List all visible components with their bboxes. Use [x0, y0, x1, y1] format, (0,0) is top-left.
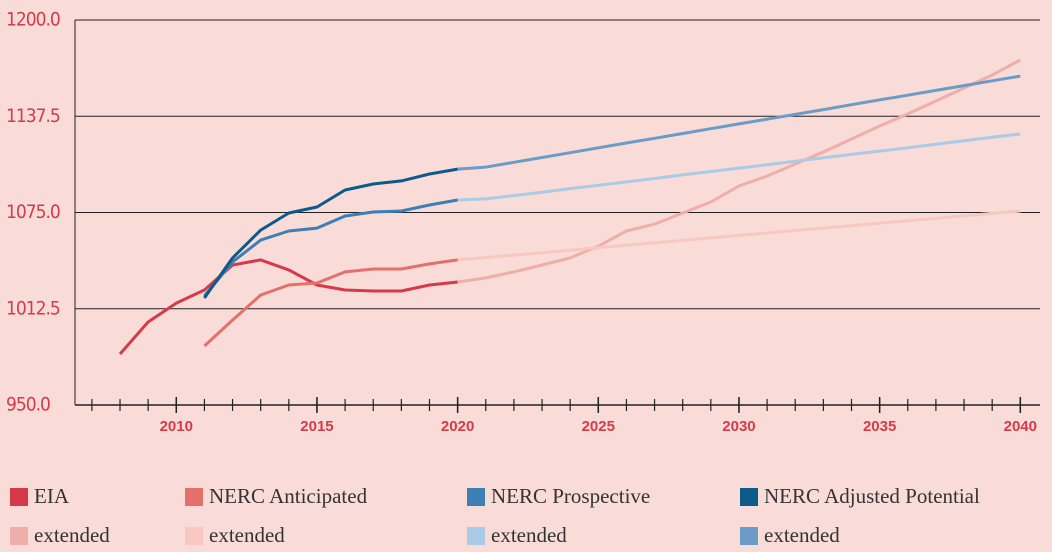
x-tick-label: 2010 [160, 418, 193, 435]
legend-label: NERC Prospective [491, 484, 650, 508]
series-line [457, 58, 1022, 284]
legend-label: extended [491, 523, 567, 547]
y-tick-label: 1075.0 [6, 201, 60, 223]
series-line [457, 209, 1021, 262]
series-line [457, 132, 1021, 202]
x-tick-label: 2035 [863, 418, 896, 435]
series-line [203, 167, 458, 299]
legend-swatch [740, 488, 758, 506]
y-tick-label: 1137.5 [6, 105, 60, 127]
legend-label: NERC Adjusted Potential [764, 484, 980, 508]
y-tick-label: 950.0 [6, 394, 50, 416]
series-line [203, 258, 458, 348]
legend-swatch [185, 488, 203, 506]
series-line [118, 258, 458, 355]
legend-swatch [467, 488, 485, 506]
series-line [457, 74, 1021, 171]
legend-swatch [10, 527, 28, 545]
x-tick-label: 2015 [300, 418, 333, 435]
legend-swatch [10, 488, 28, 506]
legend-label: extended [764, 523, 840, 547]
x-tick-label: 2030 [722, 418, 755, 435]
legend-swatch [467, 527, 485, 545]
y-tick-label: 1012.5 [6, 297, 60, 319]
legend-label: EIA [34, 484, 70, 508]
legend-label: extended [209, 523, 285, 547]
x-tick-label: 2025 [582, 418, 615, 435]
x-tick-label: 2020 [441, 418, 474, 435]
legend-label: extended [34, 523, 110, 547]
x-tick-label: 2040 [1004, 418, 1037, 435]
series-line [203, 198, 458, 297]
legend-swatch [185, 527, 203, 545]
legend-label: NERC Anticipated [209, 484, 368, 508]
legend-swatch [740, 527, 758, 545]
y-tick-label: 1200.0 [6, 9, 60, 31]
